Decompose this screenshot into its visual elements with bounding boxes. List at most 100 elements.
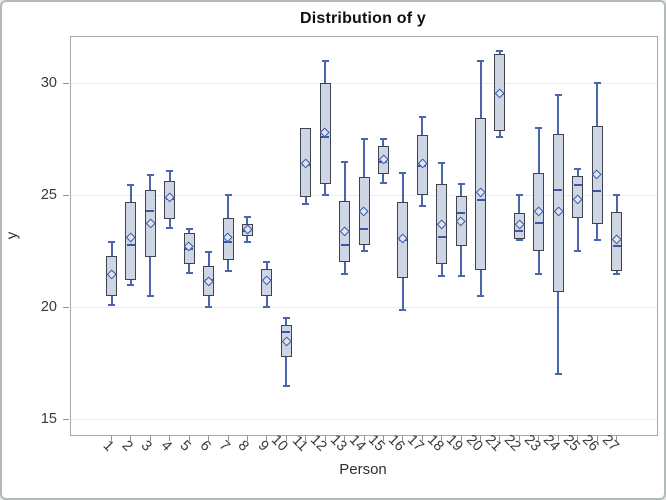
x-tick-mark — [480, 435, 482, 441]
median-line-person-3 — [146, 209, 155, 212]
whisker-cap-top-person-2 — [127, 184, 135, 187]
x-tick-label: 19 — [443, 431, 466, 455]
median-line-person-10 — [282, 330, 291, 333]
median-line-person-27 — [612, 244, 621, 247]
x-tick-mark — [188, 435, 190, 441]
median-line-person-2 — [126, 243, 135, 246]
whisker-cap-bottom-person-26 — [593, 239, 601, 242]
median-line-person-18 — [437, 235, 446, 238]
x-tick-mark — [460, 435, 462, 441]
gridline-y-30 — [71, 82, 657, 84]
x-tick-label: 6 — [196, 437, 214, 455]
whisker-cap-bottom-person-15 — [379, 181, 387, 184]
x-tick-mark — [169, 435, 171, 441]
whisker-cap-bottom-person-9 — [263, 306, 271, 309]
whisker-cap-bottom-person-1 — [108, 304, 115, 307]
whisker-cap-bottom-person-5 — [185, 271, 193, 274]
y-tick-mark — [63, 82, 69, 84]
x-tick-mark — [246, 435, 248, 441]
x-tick-label: 4 — [157, 437, 175, 455]
x-tick-mark — [208, 435, 210, 441]
whisker-cap-bottom-person-24 — [554, 373, 562, 376]
y-tick-mark — [63, 194, 69, 196]
x-tick-label: 3 — [138, 437, 156, 455]
chart-title: Distribution of y — [299, 10, 427, 27]
whisker-cap-top-person-9 — [263, 261, 271, 264]
whisker-cap-bottom-person-21 — [496, 135, 504, 138]
median-line-person-20 — [476, 198, 485, 201]
whisker-cap-top-person-5 — [185, 227, 193, 230]
whisker-cap-bottom-person-4 — [166, 226, 174, 229]
whisker-cap-top-person-24 — [554, 94, 562, 97]
whisker-cap-bottom-person-12 — [321, 194, 329, 197]
x-tick-label: 2 — [118, 437, 136, 455]
x-tick-mark — [305, 435, 307, 441]
whisker-cap-top-person-1 — [108, 241, 115, 244]
whisker-cap-bottom-person-16 — [399, 308, 407, 311]
x-tick-mark — [382, 435, 384, 441]
whisker-cap-bottom-person-2 — [127, 283, 135, 286]
whisker-cap-bottom-person-14 — [360, 250, 368, 253]
median-line-person-22 — [515, 230, 524, 233]
x-tick-mark — [402, 435, 404, 441]
whisker-cap-top-person-15 — [379, 138, 387, 141]
y-tick-label: 30 — [40, 75, 57, 92]
whisker-cap-bottom-person-18 — [438, 274, 446, 277]
x-tick-label: 5 — [176, 437, 194, 455]
gridline-y-20 — [71, 306, 657, 308]
x-tick-mark — [285, 435, 287, 441]
x-tick-mark — [130, 435, 132, 441]
whisker-cap-top-person-17 — [418, 115, 426, 118]
x-axis-label: Person — [339, 461, 387, 478]
whisker-cap-top-person-20 — [477, 59, 485, 62]
x-tick-label: 27 — [598, 431, 622, 455]
y-axis-label: y — [3, 231, 21, 240]
y-tick-label: 20 — [40, 299, 57, 316]
y-tick-label: 25 — [40, 187, 57, 204]
whisker-cap-top-person-18 — [438, 161, 446, 164]
median-line-person-19 — [457, 212, 466, 215]
whisker-cap-top-person-10 — [282, 317, 290, 320]
x-tick-mark — [538, 435, 540, 441]
whisker-cap-bottom-person-11 — [302, 203, 310, 206]
x-tick-mark — [499, 435, 501, 441]
x-tick-mark — [324, 435, 326, 441]
whisker-cap-top-person-22 — [515, 194, 523, 197]
x-tick-mark — [557, 435, 559, 441]
whisker-cap-top-person-21 — [496, 49, 504, 52]
whisker-cap-bottom-person-8 — [243, 241, 251, 244]
x-tick-label: 1 — [99, 437, 117, 455]
whisker-cap-top-person-6 — [205, 251, 213, 254]
x-tick-label: 8 — [235, 437, 253, 455]
median-line-person-24 — [554, 188, 563, 191]
x-tick-mark — [363, 435, 365, 441]
whisker-cap-top-person-14 — [360, 138, 368, 141]
median-line-person-13 — [340, 243, 349, 246]
whisker-cap-top-person-26 — [593, 82, 601, 85]
x-tick-mark — [344, 435, 346, 441]
whisker-cap-bottom-person-10 — [282, 384, 290, 387]
whisker-cap-top-person-4 — [166, 169, 174, 172]
whisker-cap-bottom-person-6 — [205, 306, 213, 309]
whisker-cap-top-person-23 — [535, 126, 543, 129]
whisker-cap-bottom-person-19 — [457, 274, 465, 277]
median-line-person-23 — [534, 222, 543, 225]
x-tick-mark — [149, 435, 151, 441]
x-tick-mark — [266, 435, 268, 441]
whisker-cap-top-person-13 — [341, 160, 349, 163]
whisker-cap-top-person-12 — [321, 59, 329, 62]
median-line-person-26 — [593, 189, 602, 192]
x-tick-label: 24 — [540, 431, 563, 455]
x-tick-label: 26 — [579, 431, 602, 455]
whisker-cap-bottom-person-25 — [574, 250, 582, 253]
x-tick-label: 7 — [215, 437, 233, 455]
whisker-cap-top-person-19 — [457, 183, 465, 185]
x-tick-label: 12 — [307, 431, 330, 455]
whisker-cap-bottom-person-17 — [418, 205, 426, 208]
x-tick-mark — [596, 435, 598, 441]
whisker-cap-bottom-person-13 — [341, 272, 349, 275]
x-tick-mark — [616, 435, 617, 441]
whisker-cap-bottom-person-20 — [477, 295, 485, 298]
x-tick-mark — [421, 435, 423, 441]
x-tick-mark — [441, 435, 443, 441]
